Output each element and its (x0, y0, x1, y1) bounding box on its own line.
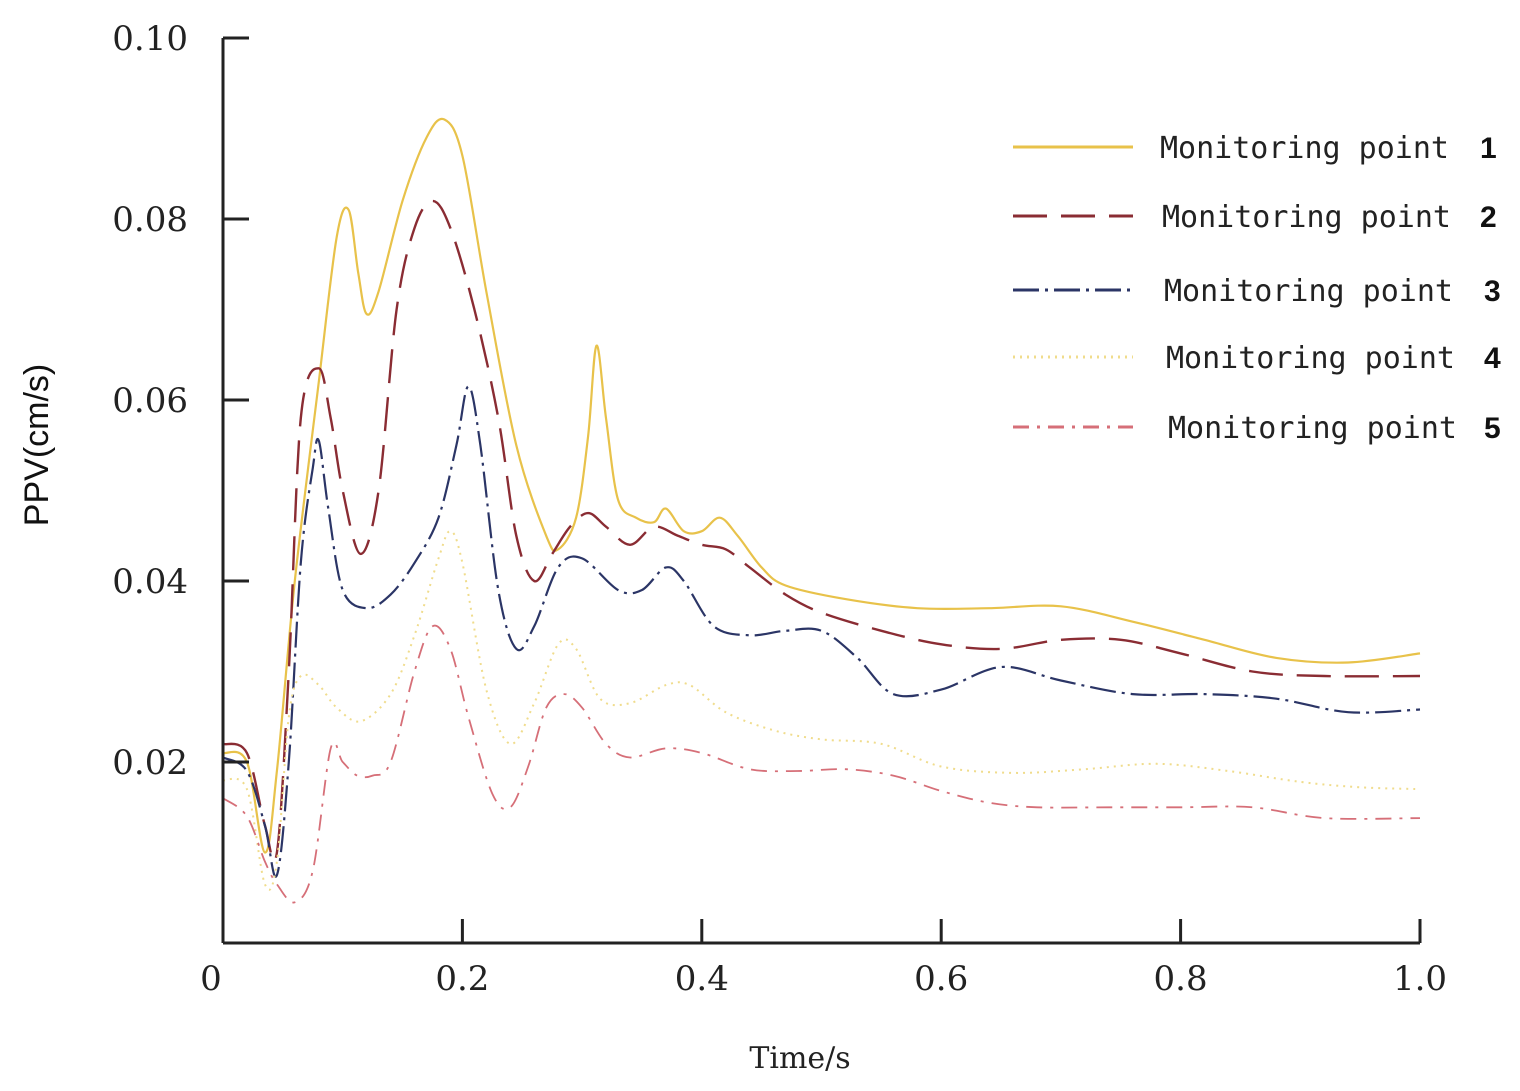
legend-number-1: 1 (1480, 132, 1497, 165)
y-tick-label: 0.06 (112, 381, 188, 421)
y-axis-title: PPV(cm/s) (18, 364, 56, 526)
y-tick-label: 0.08 (112, 200, 188, 240)
x-tick-label: 0 (200, 959, 222, 999)
legend-label-3: Monitoring point (1164, 274, 1453, 309)
series-line-2 (222, 199, 1421, 863)
x-tick-label: 0.4 (675, 959, 729, 999)
legend-number-2: 2 (1480, 201, 1497, 234)
ticks-layer: 0.02 0.04 0.06 0.08 0.10 0 0.2 0.4 0.6 0.8 1.0 (112, 19, 1447, 999)
legend: Monitoring point 1 Monitoring point 2 Monito… (1013, 131, 1501, 446)
legend-number-3: 3 (1484, 275, 1501, 308)
legend-label-5: Monitoring point (1168, 411, 1457, 446)
legend-label-2: Monitoring point (1162, 200, 1451, 235)
series-line-4 (222, 530, 1421, 891)
legend-number-4: 4 (1484, 342, 1501, 375)
legend-label-1: Monitoring point (1160, 131, 1449, 166)
y-tick-label: 0.02 (112, 743, 188, 783)
axes-layer (221, 38, 1420, 945)
series-line-5 (222, 624, 1421, 904)
x-tick-label: 0.2 (435, 959, 489, 999)
legend-number-5: 5 (1484, 412, 1501, 445)
x-tick-label: 0.8 (1154, 959, 1208, 999)
x-axis-title: Time/s (749, 1041, 850, 1076)
x-tick-label: 1.0 (1393, 959, 1447, 999)
y-tick-label: 0.04 (112, 562, 188, 602)
legend-label-4: Monitoring point (1166, 341, 1455, 376)
x-tick-label: 0.6 (914, 959, 968, 999)
series-line-1 (222, 117, 1421, 854)
series-line-3 (222, 385, 1421, 878)
y-tick-label: 0.10 (112, 19, 188, 59)
series-layer (222, 117, 1421, 904)
